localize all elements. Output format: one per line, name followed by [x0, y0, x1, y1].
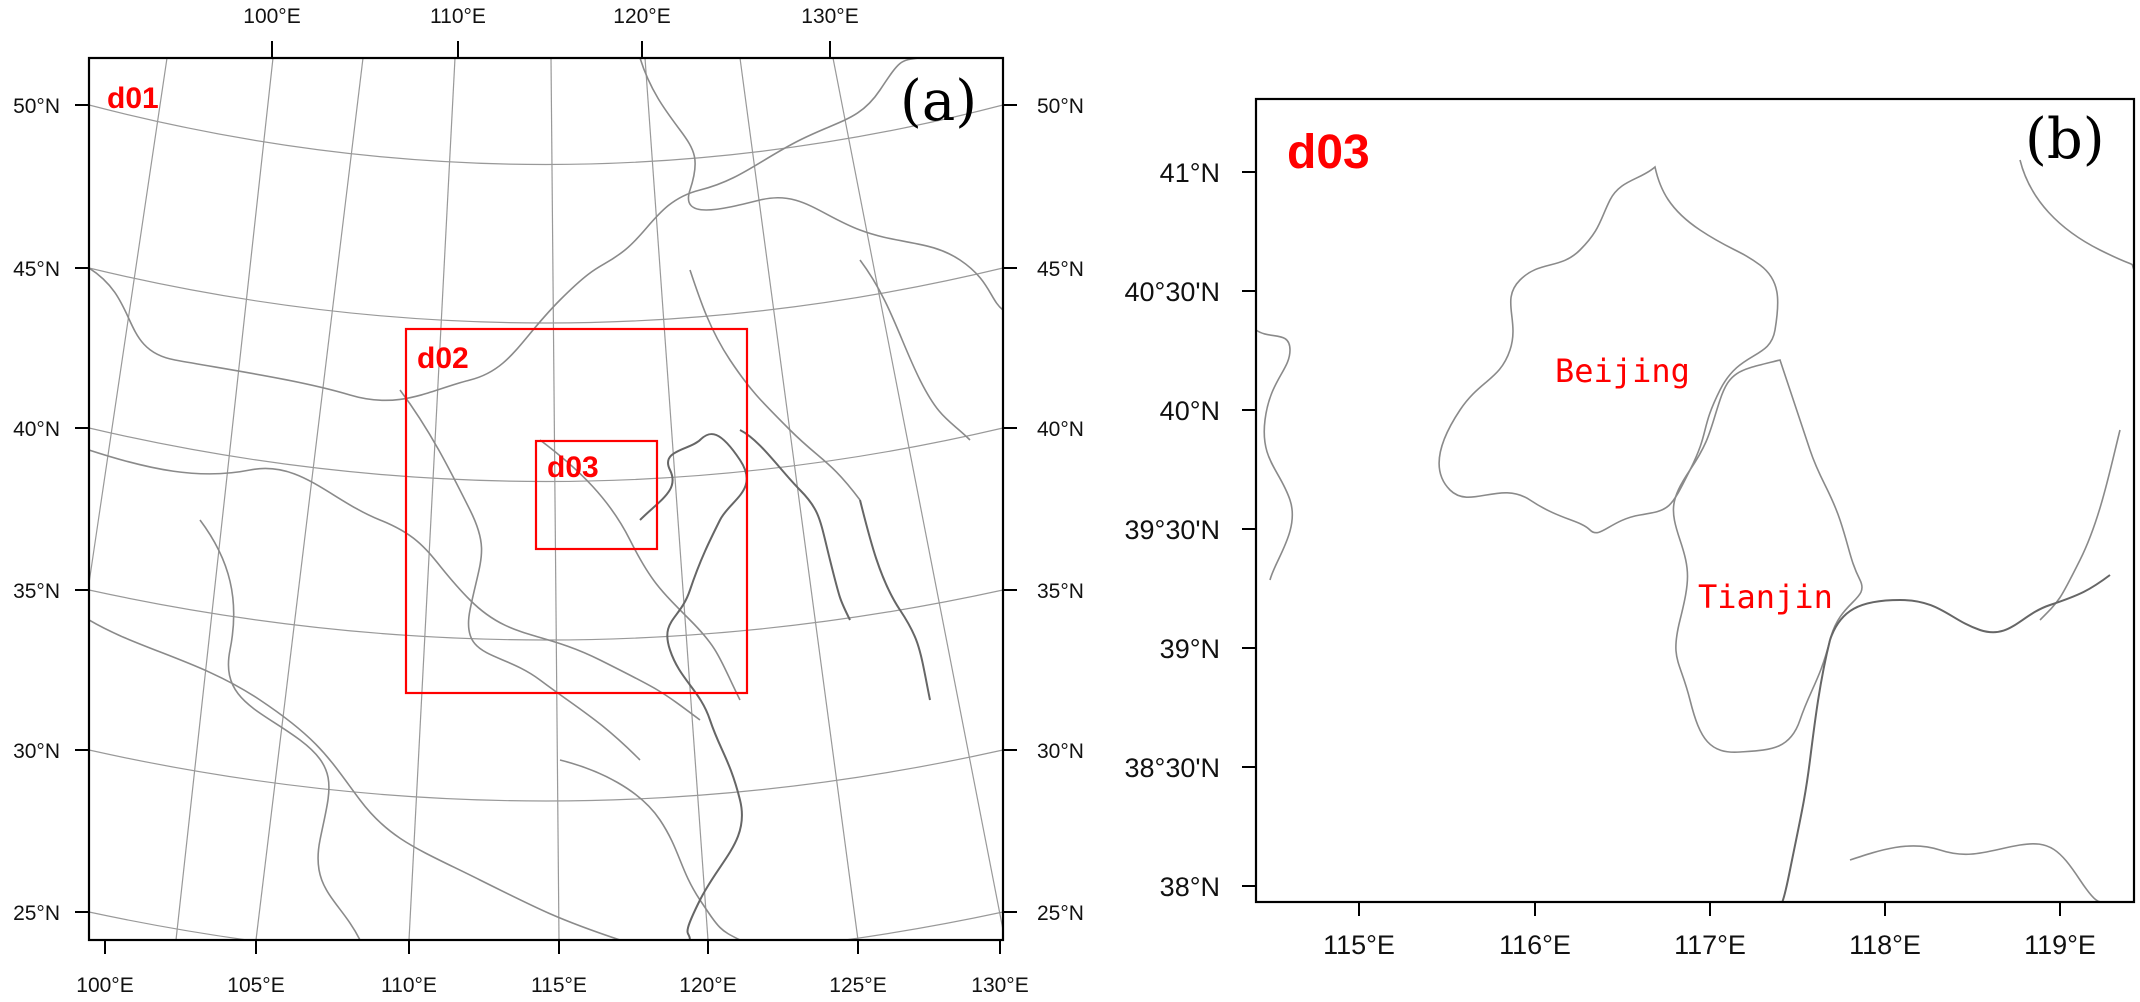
right-lat-label: 25°N	[1037, 902, 1084, 925]
panel-b-map: d03 (b) Beijing Tianjin 41°N 40°30'N 40°…	[1124, 97, 2136, 960]
top-lon-label: 130°E	[801, 5, 858, 28]
panel-a-label: (a)	[900, 69, 977, 134]
bottom-lon-label: 100°E	[76, 974, 133, 997]
hebei-boundary	[2019, 159, 2134, 271]
domain-label-d02: d02	[417, 342, 469, 375]
panel-a-map: d01 d02 d03 (a) 100°E 110°E 120°E 130°E …	[13, 5, 1084, 997]
panel-b-lat-label: 38°30'N	[1124, 753, 1220, 783]
hebei-boundary	[1849, 843, 2111, 902]
city-label-beijing: Beijing	[1555, 352, 1690, 390]
hebei-boundary	[1256, 329, 1294, 581]
domain-d02-box	[404, 327, 749, 695]
panel-b-bottom-axis: 115°E 116°E 117°E 118°E 119°E	[1323, 902, 2096, 960]
coastline	[639, 429, 931, 940]
right-lat-label: 35°N	[1037, 580, 1084, 603]
bottom-lon-label: 115°E	[531, 974, 587, 997]
domain-d03-box	[534, 439, 659, 551]
panel-b-lat-label: 40°30'N	[1124, 277, 1220, 307]
bohai-coastline	[1829, 574, 2111, 641]
panel-a-right-axis: 50°N 45°N 40°N 35°N 30°N 25°N	[1003, 95, 1084, 925]
panel-b-lat-label: 41°N	[1160, 158, 1220, 188]
admin-borders	[89, 58, 1003, 940]
top-lon-label: 110°E	[430, 5, 486, 28]
panel-b-label: (b)	[2025, 107, 2105, 172]
right-lat-label: 40°N	[1037, 418, 1084, 441]
panel-b-left-axis: 41°N 40°30'N 40°N 39°30'N 39°N 38°30'N 3…	[1124, 158, 1256, 902]
left-lat-label: 40°N	[13, 418, 60, 441]
bottom-lon-label: 105°E	[227, 974, 284, 997]
bottom-lon-label: 130°E	[971, 974, 1028, 997]
right-lat-label: 30°N	[1037, 740, 1084, 763]
left-lat-label: 35°N	[13, 580, 60, 603]
panel-b-lon-label: 116°E	[1499, 930, 1571, 960]
domain-label-d01: d01	[107, 82, 159, 115]
panel-a-bottom-axis: 100°E 105°E 110°E 115°E 120°E 125°E 130°…	[76, 940, 1029, 997]
left-lat-label: 45°N	[13, 258, 60, 281]
hebei-boundary	[2039, 429, 2121, 621]
top-lon-label: 100°E	[243, 5, 300, 28]
panel-b-lat-label: 38°N	[1160, 872, 1220, 902]
domain-label-d03: d03	[547, 451, 599, 484]
panel-b-lat-label: 39°30'N	[1124, 515, 1220, 545]
panel-b-lat-label: 40°N	[1160, 396, 1220, 426]
graticule-parallels	[89, 104, 1003, 940]
left-lat-label: 30°N	[13, 740, 60, 763]
left-lat-label: 25°N	[13, 902, 60, 925]
panel-b-lat-label: 39°N	[1160, 634, 1220, 664]
panel-b-lon-label: 118°E	[1849, 930, 1921, 960]
panel-a-left-axis: 50°N 45°N 40°N 35°N 30°N 25°N	[13, 95, 89, 925]
graticule-meridians	[89, 58, 1003, 940]
tianjin-boundary	[1672, 359, 1863, 753]
top-lon-label: 120°E	[613, 5, 670, 28]
panel-b-lon-label: 115°E	[1323, 930, 1395, 960]
bohai-coastline	[1779, 639, 1831, 902]
beijing-boundary	[1438, 165, 1779, 534]
panel-a-frame	[87, 56, 1005, 942]
bottom-lon-label: 120°E	[679, 974, 736, 997]
panel-b-lon-label: 119°E	[2024, 930, 2096, 960]
city-label-tianjin: Tianjin	[1698, 578, 1833, 616]
panel-b-frame	[1254, 97, 2136, 904]
right-lat-label: 45°N	[1037, 258, 1084, 281]
panel-b-domain-label: d03	[1287, 126, 1370, 179]
bottom-lon-label: 125°E	[829, 974, 886, 997]
left-lat-label: 50°N	[13, 95, 60, 118]
bottom-lon-label: 110°E	[381, 974, 437, 997]
panel-b-lon-label: 117°E	[1674, 930, 1746, 960]
right-lat-label: 50°N	[1037, 95, 1084, 118]
panel-a-top-axis: 100°E 110°E 120°E 130°E	[243, 5, 859, 58]
